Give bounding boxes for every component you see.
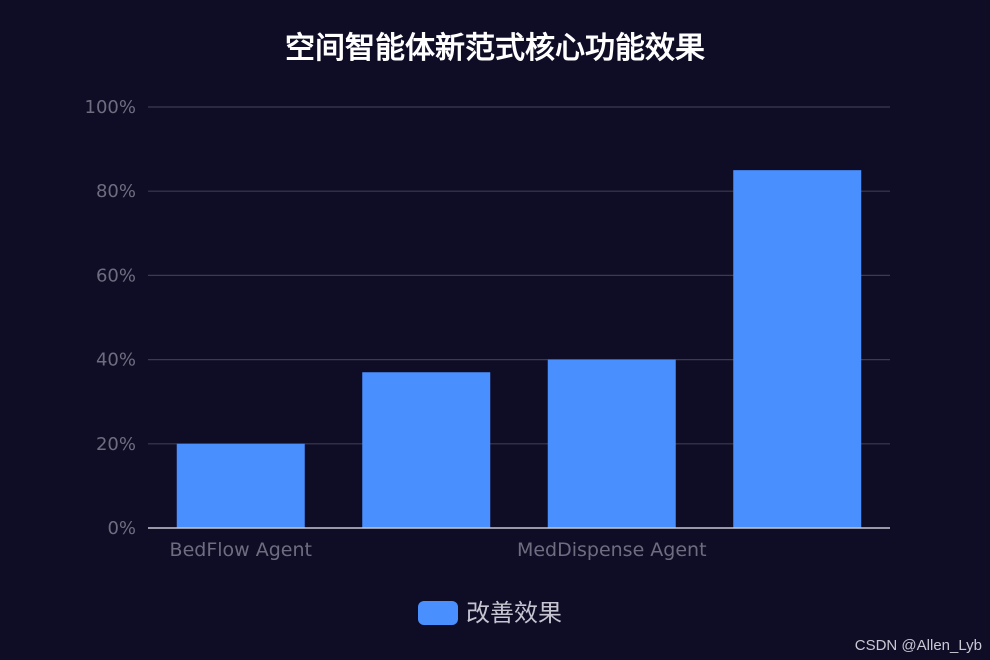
y-tick-label: 100% [85,97,136,118]
bar [733,170,862,528]
y-tick-label: 0% [107,518,136,539]
bars [176,170,862,528]
legend-swatch[interactable] [418,601,458,625]
bar [176,443,305,528]
y-tick-label: 60% [96,265,136,286]
legend[interactable]: 改善效果 [418,599,562,627]
y-axis-tick-labels: 0% 20% 40% 60% 80% 100% [85,97,136,539]
y-tick-label: 80% [96,181,136,202]
chart-title: 空间智能体新范式核心功能效果 [285,31,705,66]
y-tick-label: 40% [96,350,136,371]
y-tick-label: 20% [96,434,136,455]
watermark: CSDN @Allen_Lyb [854,637,982,654]
legend-label[interactable]: 改善效果 [466,599,562,627]
bar [362,372,491,528]
bar [547,359,676,528]
x-tick-label: MedDispense Agent [517,539,707,561]
x-axis-tick-labels: BedFlow Agent MedDispense Agent [170,539,707,561]
x-tick-label: BedFlow Agent [170,539,312,561]
